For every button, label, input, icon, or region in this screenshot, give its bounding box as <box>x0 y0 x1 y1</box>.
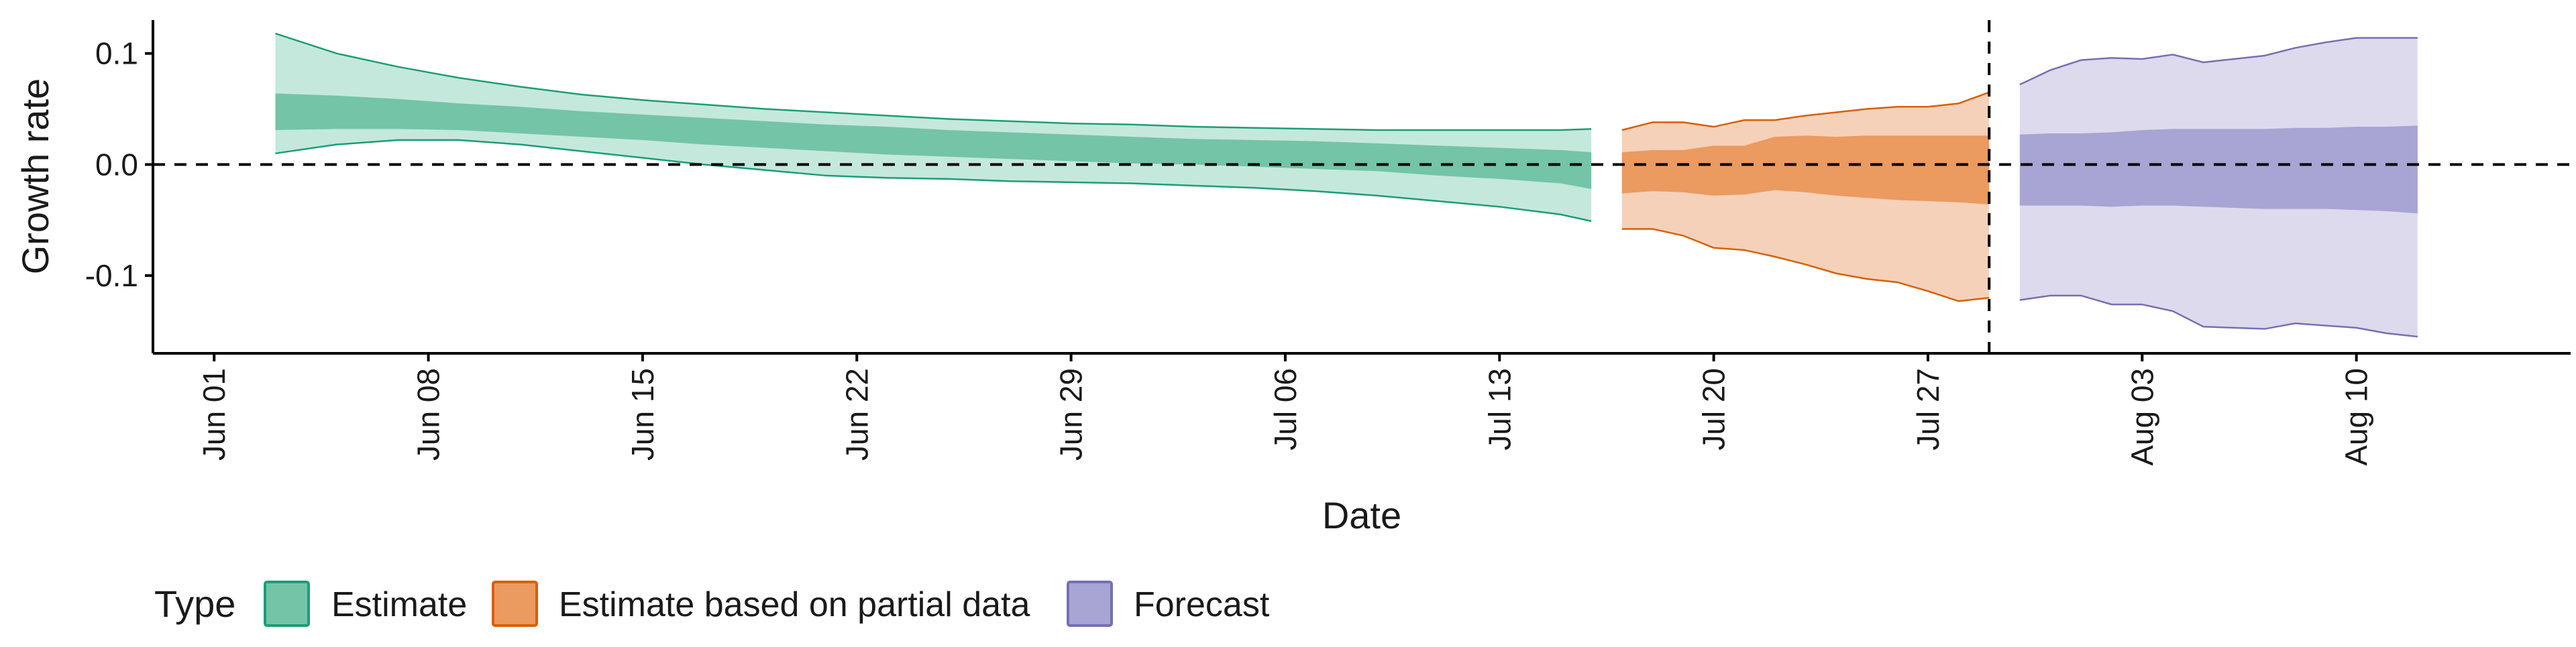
outer-band-lower-edge-estimate-based-on-partial-data <box>1621 228 1990 302</box>
legend: Type Estimate Estimate based on partial … <box>154 581 1270 627</box>
x-axis-title: Date <box>1322 494 1401 536</box>
inner-band-estimate-based-on-partial-data <box>1621 135 1990 205</box>
x-tick-label: Jul 06 <box>1268 368 1303 451</box>
y-axis-title: Growth rate <box>14 78 56 275</box>
y-tick-label: 0.0 <box>95 147 138 182</box>
outer-band-lower-edge-estimate <box>275 139 1592 223</box>
outer-band-estimate <box>275 33 1592 221</box>
legend-title: Type <box>154 583 235 625</box>
outer-band-lower-edge-forecast <box>2019 294 2418 338</box>
legend-label-partial: Estimate based on partial data <box>559 585 1030 624</box>
x-tick-label: Jun 22 <box>839 368 874 461</box>
x-tick-label: Jul 20 <box>1697 368 1731 451</box>
outer-band-upper-edge-estimate-based-on-partial-data <box>1621 91 1990 131</box>
legend-label-estimate: Estimate <box>331 585 467 624</box>
legend-label-forecast: Forecast <box>1134 585 1270 624</box>
legend-swatch-partial <box>492 581 538 627</box>
x-tick-label: Aug 03 <box>2125 368 2159 466</box>
y-tick-label: 0.1 <box>95 36 138 71</box>
outer-band-upper-edge-estimate <box>275 32 1592 131</box>
inner-band-forecast <box>2019 125 2418 214</box>
y-axis-ticks: -0.1 0.0 0.1 <box>85 36 153 293</box>
ribbon-layer <box>275 32 2418 338</box>
x-tick-label: Jun 29 <box>1054 368 1089 461</box>
x-tick-label: Jun 15 <box>625 368 660 461</box>
outer-band-upper-edge-forecast <box>2019 37 2418 86</box>
x-tick-label: Jul 27 <box>1911 368 1945 451</box>
legend-swatch-forecast <box>1067 581 1113 627</box>
inner-band-estimate <box>275 93 1592 189</box>
x-tick-label: Aug 10 <box>2339 368 2374 466</box>
x-tick-label: Jul 13 <box>1482 368 1517 451</box>
x-tick-label: Jun 08 <box>411 368 446 461</box>
x-axis-ticks: Jun 01 Jun 08 Jun 15 Jun 22 Jun 29 Jul 06 Jul … <box>197 353 2374 466</box>
x-tick-label: Jun 01 <box>197 368 231 461</box>
y-tick-label: -0.1 <box>85 258 138 293</box>
legend-swatch-estimate <box>264 581 310 627</box>
